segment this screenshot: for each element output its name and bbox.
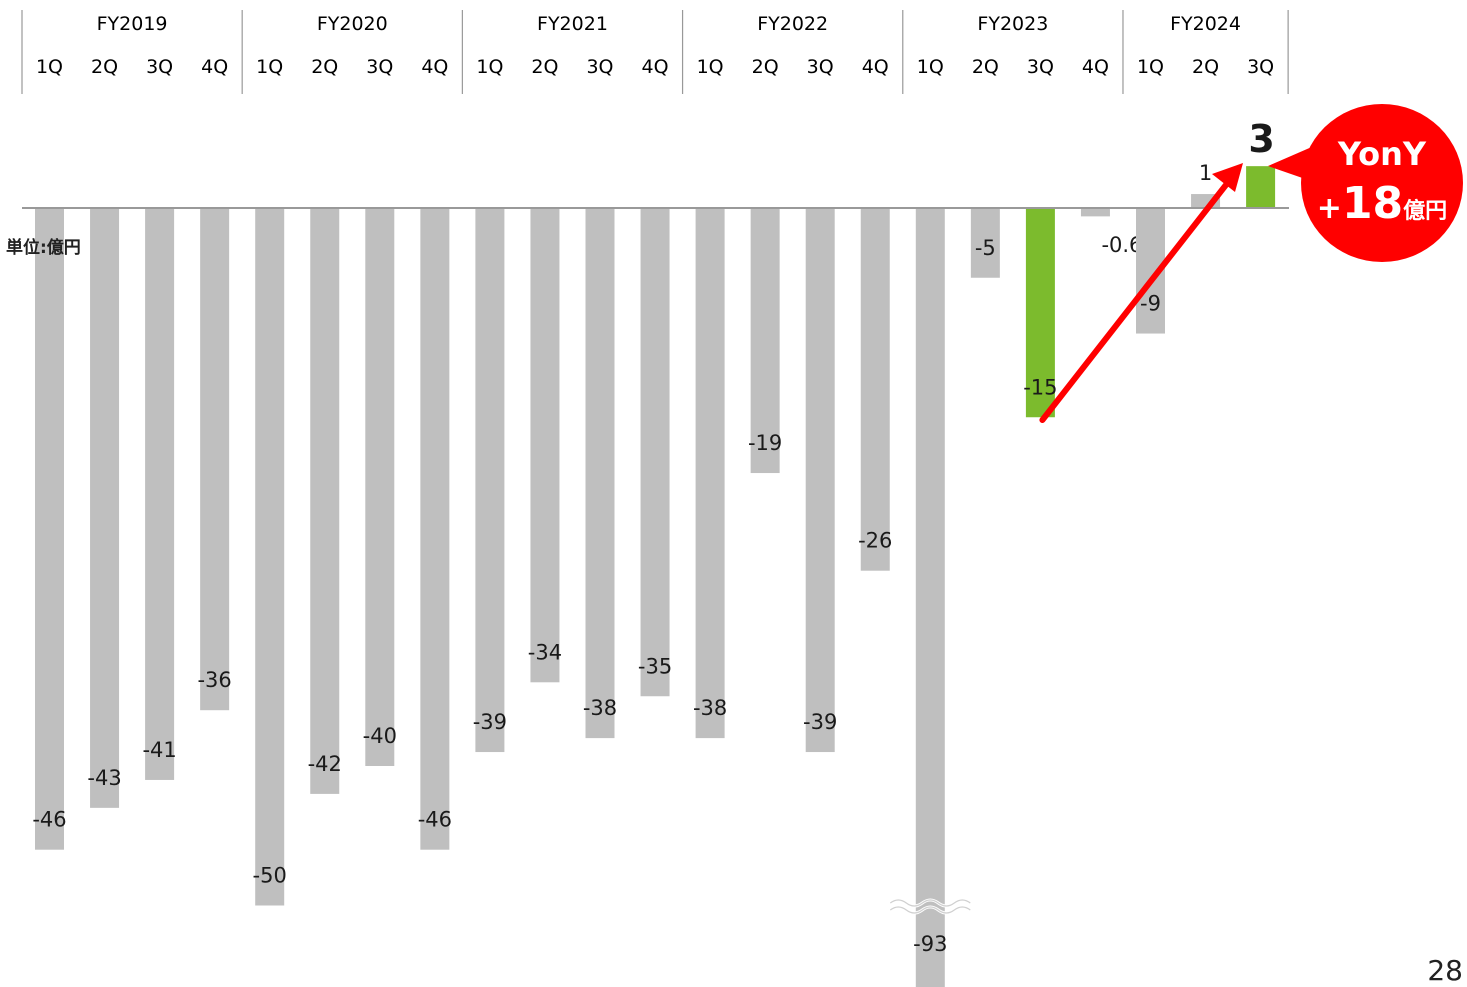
bar (640, 208, 670, 697)
callout-title: YonY (1337, 135, 1427, 173)
bar (585, 208, 615, 739)
quarter-label: 2Q (531, 56, 558, 78)
bar (35, 208, 64, 850)
data-label: -5 (975, 236, 996, 260)
bar (310, 208, 340, 794)
quarter-label: 3Q (146, 56, 173, 78)
data-label: -39 (803, 710, 837, 734)
bar (1246, 166, 1276, 208)
fiscal-year-label: FY2023 (977, 13, 1048, 35)
bar (200, 208, 230, 711)
quarter-label: 2Q (972, 56, 999, 78)
data-label: -0.6 (1101, 233, 1142, 257)
data-label: -15 (1023, 375, 1057, 399)
data-label: -41 (142, 738, 176, 762)
quarter-label: 1Q (917, 56, 944, 78)
quarter-label: 3Q (807, 56, 834, 78)
quarter-label: 3Q (586, 56, 613, 78)
yoy-arrow-head (1212, 163, 1243, 192)
quarter-label: 1Q (36, 56, 63, 78)
quarter-label: 2Q (752, 56, 779, 78)
page-number: 28 (1427, 954, 1463, 987)
data-label: -46 (418, 808, 452, 832)
data-label: -19 (748, 431, 782, 455)
quarter-label: 4Q (862, 56, 889, 78)
callout-value: +18億円 (1317, 178, 1447, 229)
quarter-label: 4Q (1082, 56, 1109, 78)
bar (915, 208, 945, 987)
bar (420, 208, 450, 850)
data-label: -34 (528, 640, 562, 664)
axis-break-mark (889, 906, 971, 914)
data-label: -93 (913, 932, 947, 956)
fiscal-year-label: FY2024 (1170, 13, 1241, 35)
quarter-label: 1Q (256, 56, 283, 78)
bar (475, 208, 505, 753)
quarter-label: 2Q (91, 56, 118, 78)
data-label: -38 (693, 696, 727, 720)
fiscal-year-label: FY2019 (97, 13, 168, 35)
bar (530, 208, 560, 683)
data-label: -35 (638, 654, 672, 678)
yoy-arrow-line (1039, 178, 1232, 423)
yoy-callout-badge (1301, 104, 1463, 262)
bar (695, 208, 725, 739)
bar (1080, 208, 1110, 217)
quarter-label: 3Q (366, 56, 393, 78)
fiscal-year-label: FY2020 (317, 13, 388, 35)
quarter-label: 3Q (1247, 56, 1274, 78)
data-label: -50 (253, 864, 287, 888)
unit-label: 単位:億円 (6, 238, 81, 258)
bar (750, 208, 780, 474)
data-label: -36 (197, 668, 231, 692)
quarter-label: 2Q (311, 56, 338, 78)
data-label: -26 (858, 529, 892, 553)
quarter-label: 4Q (421, 56, 448, 78)
quarter-label: 1Q (476, 56, 503, 78)
quarter-label: 1Q (697, 56, 724, 78)
bar (365, 208, 395, 766)
quarter-label: 4Q (642, 56, 669, 78)
bar (145, 208, 175, 780)
quarter-label: 4Q (201, 56, 228, 78)
bar (255, 208, 285, 906)
fiscal-year-label: FY2021 (537, 13, 608, 35)
data-label: -40 (363, 724, 397, 748)
bar (860, 208, 890, 571)
data-label: 1 (1199, 161, 1212, 185)
data-label: -38 (583, 696, 617, 720)
data-label: -39 (473, 710, 507, 734)
quarter-label: 3Q (1027, 56, 1054, 78)
data-label: -46 (32, 808, 66, 832)
axis-break-mark (889, 899, 971, 907)
bar (970, 208, 1000, 278)
bar (90, 208, 120, 808)
data-label: 3 (1248, 117, 1274, 161)
data-label: -43 (87, 766, 121, 790)
data-label: -9 (1140, 292, 1161, 316)
bar (805, 208, 835, 753)
fiscal-year-label: FY2022 (757, 13, 828, 35)
data-label: -42 (308, 752, 342, 776)
quarter-label: 2Q (1192, 56, 1219, 78)
quarter-label: 1Q (1137, 56, 1164, 78)
bar (1025, 208, 1055, 418)
